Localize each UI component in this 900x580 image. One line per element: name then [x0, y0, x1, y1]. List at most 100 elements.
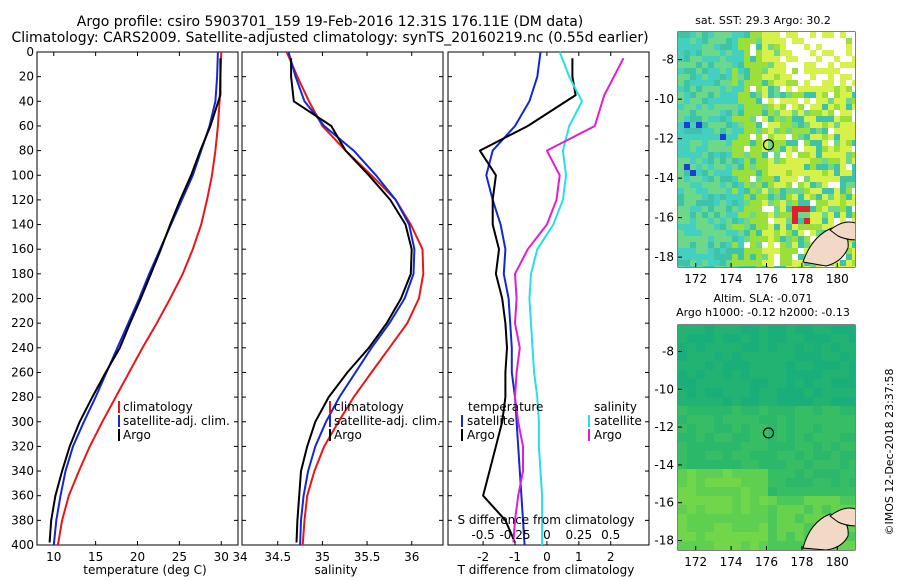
sla-cell	[687, 325, 696, 334]
sla-cell	[732, 451, 741, 460]
sst-cell	[792, 56, 798, 62]
sla-cell	[840, 397, 849, 406]
sst-cell	[804, 164, 810, 170]
sla-cell	[849, 424, 855, 433]
sla-cell	[777, 487, 786, 496]
sst-cell	[732, 80, 738, 86]
sst-cell	[834, 212, 840, 218]
sst-cell	[846, 128, 852, 134]
sla-cell	[849, 478, 855, 487]
sla-cell	[768, 469, 777, 478]
sla-cell	[804, 478, 813, 487]
sla-cell	[696, 370, 705, 379]
sla-cell	[678, 379, 687, 388]
sst-cell	[792, 134, 798, 140]
sst-cell	[714, 206, 720, 212]
sla-cell	[786, 532, 795, 541]
sla-cell	[786, 325, 795, 334]
sla-cell	[687, 505, 696, 514]
sst-cell	[810, 140, 816, 146]
sst-cell	[738, 158, 744, 164]
sla-cell	[822, 496, 831, 505]
sst-cell	[690, 152, 696, 158]
sst-cell	[708, 200, 714, 206]
sla-cell	[804, 442, 813, 451]
sst-cell	[840, 116, 846, 122]
sla-cell	[705, 478, 714, 487]
sla-cell	[696, 442, 705, 451]
x-tick-label: 35.5	[354, 550, 381, 564]
sst-cell	[726, 188, 732, 194]
sst-cell	[732, 164, 738, 170]
sla-cell	[759, 343, 768, 352]
sla-cell	[750, 514, 759, 523]
sla-cell	[705, 487, 714, 496]
sla-cell	[840, 469, 849, 478]
sst-cell	[726, 32, 732, 38]
sst-cell	[822, 200, 828, 206]
sst-cell	[708, 242, 714, 248]
sst-cell	[810, 158, 816, 164]
sst-cell	[816, 230, 822, 236]
sst-cell	[744, 50, 750, 56]
sla-cell	[786, 541, 795, 550]
sla-cell	[795, 415, 804, 424]
sst-cell	[822, 74, 828, 80]
sst-cell	[786, 212, 792, 218]
sst-cell	[744, 122, 750, 128]
sst-cell	[810, 104, 816, 110]
sla-cell	[804, 496, 813, 505]
sla-cell	[822, 397, 831, 406]
sst-cell	[678, 230, 684, 236]
sst-cell	[684, 248, 690, 254]
sst-cell	[732, 32, 738, 38]
sst-cell	[744, 206, 750, 212]
sst-cell	[810, 164, 816, 170]
sla-cell	[705, 541, 714, 550]
sst-cell	[816, 188, 822, 194]
sla-cell	[732, 343, 741, 352]
sst-cell	[696, 260, 702, 266]
sst-cell	[780, 152, 786, 158]
sla-cell	[723, 451, 732, 460]
sst-cell	[798, 230, 804, 236]
sla-cell	[687, 496, 696, 505]
sst-cell	[750, 188, 756, 194]
sst-cell	[792, 32, 798, 38]
sst-cell	[726, 38, 732, 44]
sla-cell	[786, 505, 795, 514]
sst-cell	[756, 230, 762, 236]
sst-cell	[828, 56, 834, 62]
legend-climatology-label: climatology	[123, 400, 193, 414]
sst-cell	[714, 164, 720, 170]
sla-cell	[714, 532, 723, 541]
sst-cell	[684, 134, 690, 140]
sst-cell	[840, 38, 846, 44]
sst-cell	[744, 92, 750, 98]
sla-cell	[678, 415, 687, 424]
sst-cell	[804, 110, 810, 116]
sst-cell	[810, 266, 816, 267]
sla-cell	[732, 388, 741, 397]
sla-cell	[759, 406, 768, 415]
sst-cell	[810, 110, 816, 116]
sst-cell	[696, 188, 702, 194]
sst-cell	[690, 98, 696, 104]
sst-cell	[756, 92, 762, 98]
sst-cell	[834, 38, 840, 44]
sst-cell	[714, 86, 720, 92]
sst-cell	[708, 260, 714, 266]
sla-cell	[678, 361, 687, 370]
sst-cell	[852, 188, 855, 194]
sla-cell	[804, 424, 813, 433]
sla-cell	[831, 424, 840, 433]
sla-cell	[786, 334, 795, 343]
sla-cell	[840, 424, 849, 433]
sst-cell	[750, 170, 756, 176]
sst-cell	[834, 164, 840, 170]
sst-cell	[714, 152, 720, 158]
sla-cell	[759, 334, 768, 343]
sla-cell	[696, 433, 705, 442]
sla-cell	[714, 496, 723, 505]
sla-cell	[705, 442, 714, 451]
